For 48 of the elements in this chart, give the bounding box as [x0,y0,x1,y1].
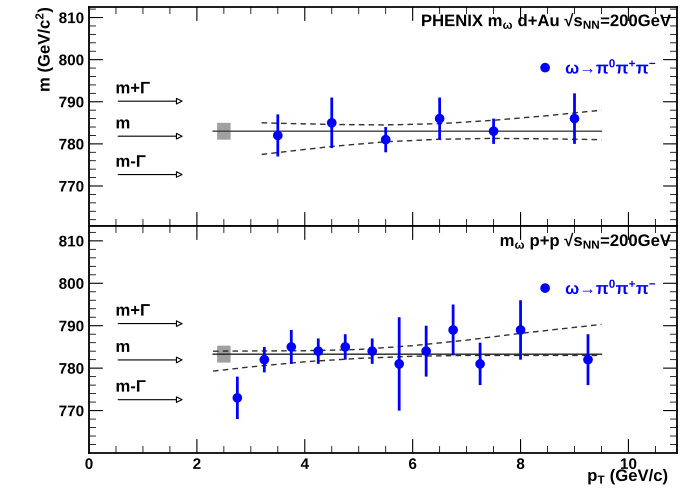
point [380,134,391,145]
point [286,342,296,352]
line-series [212,324,602,352]
point [421,346,432,356]
legend-label: ω→π$^{0}$π$^{+}$π$^{−}$ [566,280,656,294]
annotation: m+Γ [116,304,150,316]
y-tick-label: 780 [59,138,84,150]
x-tick-label: 6 [408,458,416,470]
point [570,114,580,124]
annotation: m+Γ [116,82,150,94]
annotation: m [116,342,130,352]
y-tick-label: 800 [59,278,84,289]
y-axis-title: m (GeV/c$^{2}$) [35,8,54,91]
y-tick-label: 770 [59,405,84,416]
point [583,354,593,365]
point [272,130,283,140]
x-tick-label: 2 [193,458,201,469]
point [516,325,526,335]
chart-title: m$_{ω}$ p+p √s$_{NN}$=200GeV [500,232,671,250]
point [313,346,324,356]
point [394,359,404,369]
point [232,392,242,403]
x-tick-label: 4 [300,458,309,469]
x-tick-label: 8 [516,458,524,470]
legend-label: ω→π$^{0}$π$^{+}$π$^{−}$ [566,59,656,74]
x-axis-title: p$_{T}$ (GeV/c) [588,468,668,484]
y-tick-label: 800 [59,54,84,66]
point [367,346,378,356]
point [488,126,498,136]
y-tick-label: 810 [59,12,84,24]
y-tick-label: 770 [59,180,84,192]
point [434,114,445,124]
y-tick-label: 790 [59,320,84,332]
annotation: m-Γ [116,380,146,392]
x-tick-label: 10 [620,458,636,470]
y-tick-label: 810 [59,236,84,247]
point [448,325,458,335]
y-tick-label: 790 [59,96,84,108]
chart-title: PHENIX m$_{ω}$ d+Au √s$_{NN}$=200GeV [422,12,671,29]
point [259,354,270,365]
annotation: m [116,119,130,128]
y-tick-label: 780 [59,363,84,374]
point [326,118,337,128]
annotation: m-Γ [116,155,146,167]
line-series [260,109,602,126]
point [475,359,485,369]
point [340,342,350,352]
x-tick-label: 0 [85,458,93,470]
